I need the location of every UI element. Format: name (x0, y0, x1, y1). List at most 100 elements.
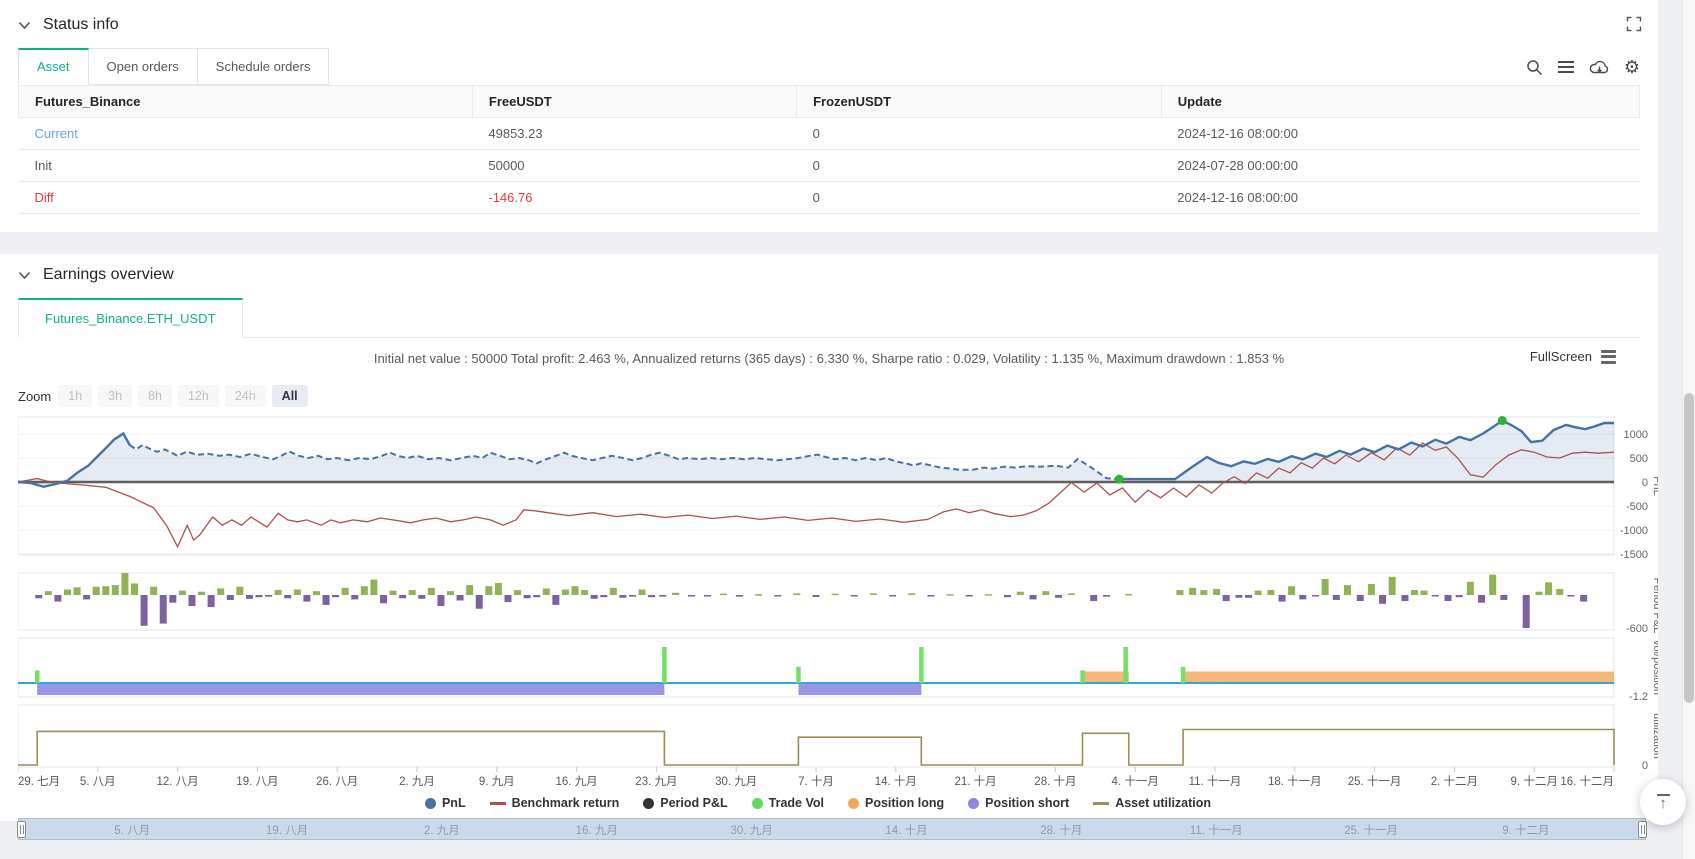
period-pnl-bar (1016, 591, 1024, 595)
period-pnl-bar (83, 595, 91, 600)
period-pnl-bar (965, 595, 973, 597)
period-pnl-bar (131, 583, 139, 595)
chart-context-menu-icon[interactable] (1601, 349, 1616, 364)
legend-item-pnl[interactable]: PnL (424, 796, 466, 810)
period-pnl-bar (427, 587, 435, 595)
period-pnl-bar (619, 595, 627, 598)
period-pnl-bar (102, 586, 110, 595)
legend-item-position-short[interactable]: Position short (968, 796, 1069, 810)
flag-marker (1114, 474, 1124, 484)
back-to-top-button[interactable]: ↑ (1640, 779, 1686, 825)
zoom-buttons: 1h 3h 8h 12h 24h All (58, 385, 308, 407)
period-pnl-bar (1388, 576, 1396, 595)
period-pnl-bar (1067, 593, 1075, 595)
legend-item-period-p-l[interactable]: Period P&L (643, 796, 728, 810)
panel-border (17, 416, 1615, 556)
status-tabs: Asset Open orders Schedule orders ⚙ (18, 48, 1640, 85)
legend-item-position-long[interactable]: Position long (847, 796, 944, 810)
period-pnl-bar (169, 595, 177, 603)
period-pnl-bar (418, 595, 426, 599)
y-axis-title: PnL (1651, 476, 1658, 496)
legend-item-asset-utilization[interactable]: Asset utilization (1093, 796, 1211, 810)
fullscreen-button[interactable]: FullScreen (1529, 349, 1592, 364)
zoom-option-all[interactable]: All (271, 385, 308, 407)
period-pnl-bar (561, 589, 569, 595)
panel-border (17, 704, 1615, 768)
period-pnl-bar (1367, 584, 1375, 595)
navigator-left-handle[interactable] (17, 821, 26, 838)
line-marker (489, 801, 506, 805)
circle-marker (643, 797, 655, 809)
legend-item-trade-vol[interactable]: Trade Vol (751, 796, 824, 810)
menu-icon[interactable] (1557, 61, 1574, 73)
circle-marker (751, 797, 763, 809)
legend-item-benchmark-return[interactable]: Benchmark return (489, 796, 619, 810)
x-axis-label: 25. 十一月 (1348, 774, 1402, 788)
period-pnl-bar (908, 593, 916, 595)
period-pnl-bar (735, 595, 743, 597)
collapse-chevron-icon[interactable] (18, 271, 31, 280)
period-pnl-bar (245, 595, 253, 599)
period-pnl-bar (1288, 586, 1296, 595)
row-label: Diff (18, 181, 473, 214)
period-pnl-bar (92, 586, 100, 595)
panel-border (17, 637, 1615, 698)
tab-futures-binance-eth-usdt[interactable]: Futures_Binance.ETH_USDT (18, 298, 243, 338)
period-pnl-bar (1580, 595, 1588, 602)
collapse-chevron-icon[interactable] (18, 21, 31, 30)
period-pnl-bar (1189, 587, 1197, 595)
y-tick-label: -600 (1626, 623, 1648, 635)
page-scrollbar-thumb[interactable] (1684, 393, 1694, 703)
period-pnl-bar (111, 585, 119, 595)
period-pnl-bar (1444, 595, 1452, 602)
row-value: 50000 (472, 149, 797, 182)
tab-open-orders[interactable]: Open orders (88, 48, 198, 85)
column-header: FreeUSDT (471, 85, 798, 118)
position-short-band (798, 684, 922, 695)
expand-panel-icon[interactable] (1626, 16, 1642, 37)
tab-asset[interactable]: Asset (18, 48, 89, 85)
period-pnl-bar (552, 595, 560, 605)
period-pnl-bar (35, 595, 43, 599)
period-pnl-bar (889, 595, 897, 597)
chart-navigator[interactable]: 5. 八月 19. 八月 2. 九月 16. 九月 30. 九月 14. 十月 28. 十月… (17, 818, 1647, 840)
period-pnl-bar (581, 590, 589, 595)
period-pnl-bar (1401, 595, 1409, 602)
period-pnl-bar (1500, 595, 1508, 600)
search-icon[interactable] (1526, 59, 1543, 76)
x-axis-label: 26. 八月 (316, 776, 358, 788)
period-pnl-bar (1299, 595, 1307, 600)
period-pnl-bar (1254, 590, 1262, 595)
row-value: 0 (796, 181, 1162, 214)
y-tick-label: -500 (1626, 501, 1648, 513)
period-pnl-bar (447, 591, 455, 595)
gear-icon[interactable]: ⚙ (1623, 57, 1640, 77)
period-pnl-bar (638, 589, 646, 595)
tab-schedule-orders[interactable]: Schedule orders (197, 48, 330, 85)
y-tick-label: 0 (1642, 760, 1648, 772)
row-label[interactable]: Current (18, 117, 473, 150)
navigator-right-handle[interactable] (1638, 821, 1647, 838)
period-pnl-bar (1343, 585, 1351, 595)
period-pnl-bar (628, 595, 636, 597)
period-pnl-bar (1420, 590, 1428, 595)
x-axis-label: 9. 十二月 (1511, 774, 1558, 788)
period-pnl-bar (456, 595, 464, 601)
pnl-line-solid (1119, 419, 1614, 481)
period-pnl-bar (494, 582, 502, 595)
period-pnl-bar (812, 595, 820, 597)
period-pnl-bar (672, 592, 680, 595)
legend-label: Trade Vol (768, 796, 824, 810)
x-axis-label: 5. 八月 (80, 776, 116, 788)
period-pnl-bar (1055, 595, 1063, 598)
navigator-date-label: 14. 十月 (885, 825, 928, 837)
trade-vol-spike (796, 666, 801, 683)
period-pnl-bar (159, 595, 167, 624)
period-pnl-bar (1312, 595, 1320, 597)
period-pnl-bar (466, 585, 474, 595)
period-pnl-bar (1535, 591, 1543, 595)
cloud-download-icon[interactable] (1589, 59, 1609, 76)
period-pnl-bar (600, 595, 608, 598)
period-pnl-bar (703, 595, 711, 597)
